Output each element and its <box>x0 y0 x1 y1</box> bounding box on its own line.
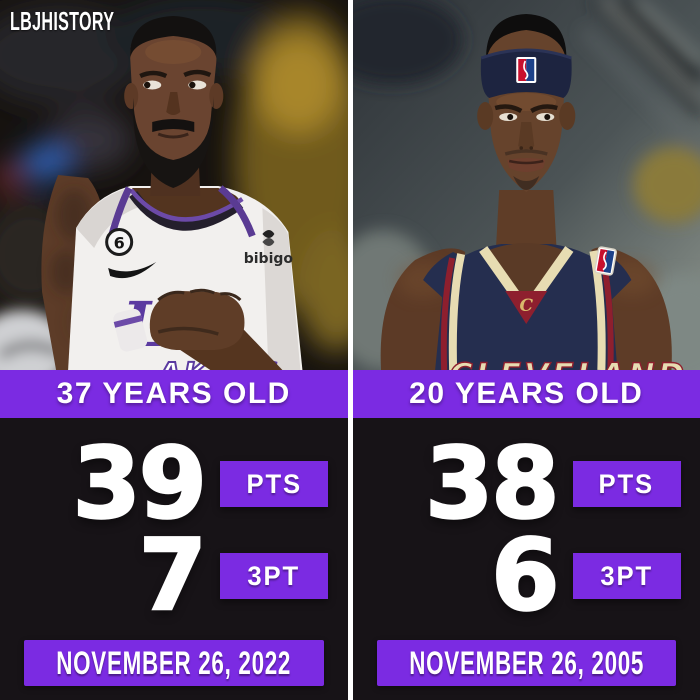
stat-row-points: 38 PTS <box>353 426 700 541</box>
lebron-37-head <box>124 16 224 196</box>
jersey-number-roundel: 6 <box>105 228 134 256</box>
stat-value-points: 38 <box>424 426 561 541</box>
stat-value-threes: 6 <box>490 518 561 633</box>
cleveland-script-cropped: CLEVELAND <box>449 356 687 370</box>
headband-nba-logo <box>515 57 536 83</box>
chest-skin <box>488 243 563 306</box>
brow-left <box>139 70 168 79</box>
nose <box>517 122 534 150</box>
armhole-trim-red-left <box>440 257 455 370</box>
stat-row-points: 39 PTS <box>0 426 348 541</box>
age-label: 20 YEARS OLD <box>409 377 644 410</box>
nike-swoosh-icon <box>108 262 157 279</box>
mustache <box>504 149 548 156</box>
collar-letter: C <box>519 296 533 316</box>
date-banner-2005: NOVEMBER 26, 2005 <box>376 640 676 686</box>
jersey-shading-right <box>262 208 301 370</box>
strap-trim-right <box>218 185 256 238</box>
bibigo-logo: bibigo <box>244 230 294 267</box>
stat-unit-badge-pts: PTS <box>220 461 328 507</box>
hair <box>130 16 217 58</box>
forehead-shine <box>145 40 202 64</box>
photo-lebron-37-illustration: 6 bibigo L AKERS <box>0 0 348 370</box>
age-banner-37: 37 YEARS OLD <box>0 370 348 418</box>
armhole-trim-cream-left <box>448 253 465 370</box>
panel-age-20: C CLEVELAND <box>352 0 700 700</box>
stat-unit-badge-pts: PTS <box>572 461 681 507</box>
stat-unit-label: PTS <box>246 468 302 499</box>
collar-point <box>504 291 547 324</box>
stats-block-20: 38 PTS 6 3PT <box>352 418 700 640</box>
photo-lebron-20-illustration: C CLEVELAND <box>352 0 700 370</box>
armhole-trim-cream-right <box>588 250 606 370</box>
date-label: NOVEMBER 26, 2005 <box>408 644 644 681</box>
nose <box>166 92 181 115</box>
stat-unit-label: 3PT <box>247 560 301 591</box>
brow-right <box>183 69 212 78</box>
nba-logo-patch <box>593 246 617 276</box>
stats-block-37: 39 PTS 7 3PT <box>0 418 348 640</box>
photo-lebron-37: 6 bibigo L AKERS <box>0 0 348 370</box>
stat-value-points: 39 <box>71 426 208 541</box>
age-banner-20: 20 YEARS OLD <box>352 370 700 418</box>
stat-unit-label: 3PT <box>600 560 653 591</box>
brow-left <box>494 104 522 113</box>
center-divider <box>347 0 353 700</box>
date-strip-2022: NOVEMBER 26, 2022 <box>0 640 348 700</box>
mustache <box>152 119 195 132</box>
stat-row-threes: 7 3PT <box>0 518 348 633</box>
photo-lebron-20: C CLEVELAND <box>352 0 700 370</box>
sponsor-text: bibigo <box>244 251 294 267</box>
raised-fist <box>113 288 283 370</box>
date-label: NOVEMBER 26, 2022 <box>56 644 292 681</box>
chin-stubble <box>512 176 539 190</box>
stat-unit-label: PTS <box>598 468 655 499</box>
age-label: 37 YEARS OLD <box>56 377 291 410</box>
jersey-number: 6 <box>114 234 125 253</box>
neckline-trim-purple <box>129 188 244 222</box>
date-strip-2005: NOVEMBER 26, 2005 <box>353 640 700 700</box>
stat-unit-badge-3pt: 3PT <box>572 553 681 599</box>
stat-value-threes: 7 <box>138 518 209 633</box>
lebron-20-head <box>476 14 575 192</box>
beard <box>132 96 214 188</box>
neckline-trim-black <box>129 191 244 231</box>
hair <box>485 14 566 62</box>
watermark: LBJHISTORY <box>10 6 115 36</box>
brow-right <box>529 104 558 113</box>
mouth <box>157 132 189 139</box>
date-banner-2022: NOVEMBER 26, 2022 <box>24 640 324 686</box>
stat-unit-badge-3pt: 3PT <box>220 553 328 599</box>
panel-age-37: 6 bibigo L AKERS <box>0 0 348 700</box>
stat-row-threes: 6 3PT <box>353 518 700 633</box>
